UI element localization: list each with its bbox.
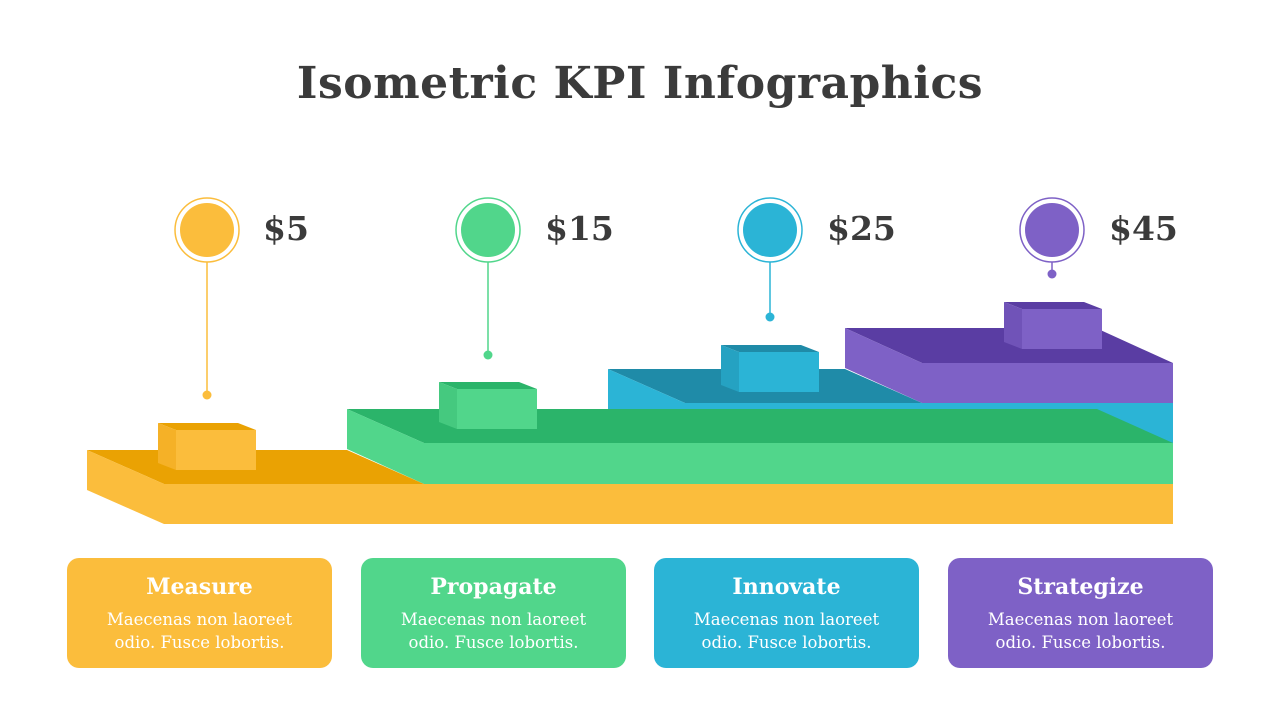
card-title: Measure: [146, 574, 253, 600]
pin-ring: [737, 197, 803, 263]
pin-circle: [461, 203, 515, 257]
card-description: Maecenas non laoreet odio. Fusce loborti…: [693, 610, 880, 652]
kpi-value-strategize: $45: [1109, 209, 1178, 248]
step-propagate-top: [347, 409, 1173, 443]
pin-ring: [1019, 197, 1085, 263]
pin-circle: [180, 203, 234, 257]
kpi-value-propagate: $15: [545, 209, 614, 248]
pin-dot: [765, 312, 775, 322]
card-measure: Measure Maecenas non laoreet odio. Fusce…: [67, 558, 332, 668]
pin-dot: [1047, 269, 1057, 279]
step-measure-front: [164, 484, 1173, 524]
kpi-value-innovate: $25: [827, 209, 896, 248]
pin-ring: [174, 197, 240, 263]
card-title: Innovate: [732, 574, 841, 600]
block-measure: [158, 423, 256, 470]
page-title: Isometric KPI Infographics: [296, 58, 984, 109]
card-title: Propagate: [430, 574, 557, 600]
step-propagate: [347, 409, 1173, 484]
card-title: Strategize: [1017, 574, 1144, 600]
step-strategize-side: [845, 328, 922, 403]
pin-measure: [174, 197, 240, 400]
block-innovate: [721, 345, 819, 392]
pin-circle: [743, 203, 797, 257]
card-strategize: Strategize Maecenas non laoreet odio. Fu…: [948, 558, 1213, 668]
pin-strategize: [1019, 197, 1085, 279]
kpi-value-measure: $5: [263, 209, 309, 248]
pin-circle: [1025, 203, 1079, 257]
step-strategize-front: [922, 363, 1173, 403]
step-propagate-front: [424, 443, 1173, 484]
card-description: Maecenas non laoreet odio. Fusce loborti…: [106, 610, 293, 652]
block-strategize: [1004, 302, 1102, 349]
block-propagate: [439, 382, 537, 429]
pin-propagate: [455, 197, 521, 360]
pin-dot: [202, 390, 212, 400]
pin-dot: [483, 350, 493, 360]
step-propagate-side: [347, 409, 424, 484]
card-innovate: Innovate Maecenas non laoreet odio. Fusc…: [654, 558, 919, 668]
card-propagate: Propagate Maecenas non laoreet odio. Fus…: [361, 558, 626, 668]
pin-ring: [455, 197, 521, 263]
pin-innovate: [737, 197, 803, 322]
card-description: Maecenas non laoreet odio. Fusce loborti…: [987, 610, 1174, 652]
step-measure-side: [87, 450, 164, 524]
card-description: Maecenas non laoreet odio. Fusce loborti…: [400, 610, 587, 652]
